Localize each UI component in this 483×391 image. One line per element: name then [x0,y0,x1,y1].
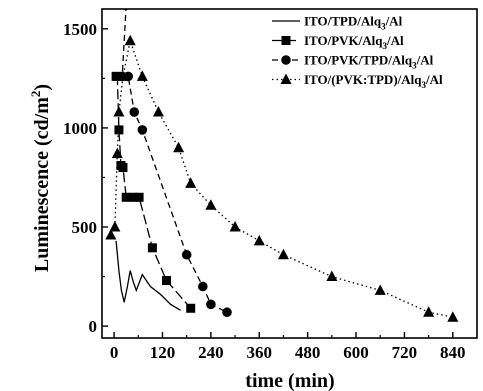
x-tick-label: 360 [247,343,273,362]
data-point [152,106,164,117]
data-point [205,199,217,210]
y-axis-label-sup: 2 [28,91,43,98]
x-tick-label: 0 [110,343,119,362]
x-tick-label: 480 [295,343,321,362]
x-tick-label: 600 [343,343,369,362]
y-axis-label-main: Luminescence (cd/m [31,97,53,272]
data-point [134,192,144,202]
data-point [186,303,196,313]
data-point [114,125,124,135]
data-point [326,270,338,282]
data-point [147,243,157,253]
y-tick-label: 0 [89,317,98,336]
data-point [109,221,121,232]
data-point [117,70,129,81]
data-point [374,284,386,295]
data-point [253,234,265,246]
data-point [121,192,131,202]
x-tick-label: 840 [440,343,466,362]
y-axis-label-close: ) [31,84,53,91]
data-point [129,107,140,117]
legend-entry: ITO/PVK/Alq3/Al [272,33,404,51]
axis-layer: 0 120 240 360 480 600 720 840 0 500 1000 1500 [63,20,466,362]
data-point [229,221,241,232]
series-line [110,38,453,318]
data-point [222,307,232,318]
data-point [185,177,197,188]
y-tick-label: 1000 [63,119,97,138]
data-point [124,34,136,46]
data-point [423,306,435,317]
legend-entry: ITO/TPD/Alq3/Al [272,14,403,32]
data-point [181,249,192,260]
legend-marker [281,36,291,45]
legend-label: ITO/TPD/Alq3/Al [304,14,403,32]
data-point [198,281,208,292]
data-point [137,125,148,135]
plot-frame [101,8,478,339]
data-point [277,248,289,260]
data-point [136,70,148,81]
legend-entry: ITO/PVK/TPD/Alq3/Al [272,53,434,71]
y-tick-label: 1500 [63,20,97,39]
x-axis-label: time (min) [245,370,334,391]
x-tick-label: 240 [198,343,224,362]
data-point [111,147,123,159]
legend-entry: ITO/(PVK:TPD)/Alq3/Al [272,72,443,90]
data-point [447,311,459,322]
data-point [118,163,128,173]
legend-label: ITO/PVK/Alq3/Al [304,33,404,51]
x-tick-label: 720 [392,343,418,362]
legend-marker [281,55,291,65]
series-line [115,240,181,311]
series-line [121,9,228,313]
legend-marker [280,73,292,84]
legend-label: ITO/(PVK:TPD)/Alq3/Al [304,72,443,90]
series-2 [111,71,196,313]
axis-labels: time (min) Luminescence (cd/m2) [28,84,335,391]
data-point [128,192,138,202]
series-line [116,75,192,309]
x-tick-label: 120 [150,343,176,362]
series-layer [105,9,459,322]
legend-label: ITO/PVK/TPD/Alq3/Al [304,53,434,71]
data-point [206,299,216,310]
series-1 [115,240,181,311]
data-point [173,141,185,153]
series-3 [117,9,232,318]
data-point [162,276,172,286]
y-tick-label: 500 [72,218,98,237]
y-axis-label: Luminescence (cd/m2) [28,84,53,272]
series-4 [105,34,459,322]
data-point [105,228,117,240]
data-point [113,106,125,117]
data-point [112,71,122,81]
